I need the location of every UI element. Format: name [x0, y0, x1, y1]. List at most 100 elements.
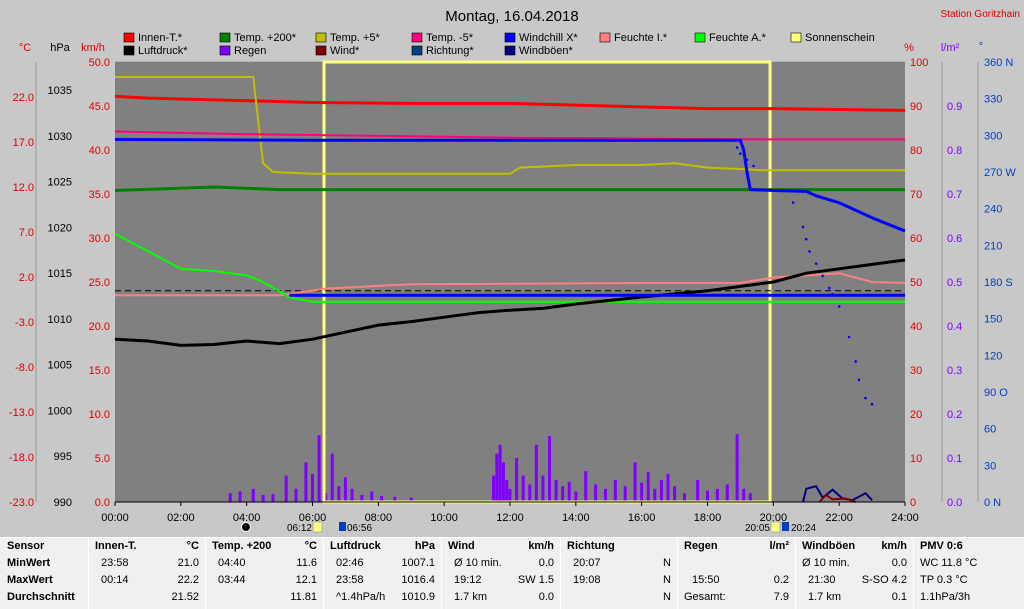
- pressure-axis-unit: hPa: [50, 42, 70, 54]
- pressure-tick-label: 995: [54, 451, 72, 463]
- legend-swatch: [219, 45, 231, 56]
- x-tick-label: 24:00: [891, 512, 919, 524]
- legend-label: Feuchte I.*: [614, 32, 668, 44]
- rain-bars: [228, 434, 752, 502]
- x-tick-label: 12:00: [496, 512, 524, 524]
- legend-swatch: [411, 32, 423, 43]
- sunset-time: 20:05: [745, 523, 770, 534]
- temp-axis-unit: °C: [19, 42, 31, 54]
- humidity-tick-label: 20: [910, 409, 922, 421]
- stats-innen-avg: 21.52: [171, 591, 199, 603]
- direction-tick-label: 90 O: [984, 387, 1008, 399]
- x-tick-label: 08:00: [365, 512, 393, 524]
- rain-bar: [515, 458, 519, 502]
- rain-axis-unit: l/m²: [941, 42, 960, 54]
- direction-dot: [857, 378, 861, 382]
- rain-bar: [659, 480, 663, 502]
- direction-tick-label: 60: [984, 424, 996, 436]
- temp-tick-label: 7.0: [19, 227, 34, 239]
- x-tick-label: 04:00: [233, 512, 261, 524]
- rain-bar: [706, 490, 709, 502]
- legend-swatch: [219, 32, 231, 43]
- rain-bar: [350, 488, 354, 502]
- stats-pmv-trend: 1.1hPa/3h: [920, 591, 971, 603]
- rain-bar: [633, 462, 637, 502]
- stats-sensor-title: Sensor: [7, 540, 45, 552]
- rain-bar: [337, 486, 341, 502]
- chart-title: Montag, 16.04.2018: [445, 8, 578, 25]
- stats-pmv: PMV 0:6 WC 11.8 °C TP 0.3 °C 1.1hPa/3h: [913, 538, 1024, 609]
- direction-dot: [745, 158, 749, 162]
- wind-tick-label: 40.0: [89, 145, 110, 157]
- pressure-tick-label: 1025: [48, 177, 72, 189]
- direction-dot: [864, 396, 867, 400]
- stats-innen-max: 22.2: [177, 574, 199, 586]
- pressure-tick-label: 1030: [48, 131, 72, 143]
- rain-bar: [735, 434, 739, 502]
- direction-dot: [827, 286, 831, 290]
- stats-max-label: MaxWert: [7, 574, 53, 586]
- humidity-tick-label: 80: [910, 145, 922, 157]
- rain-tick-label: 0.7: [947, 189, 962, 201]
- gust-line: [802, 485, 873, 503]
- rain-bar: [343, 477, 347, 502]
- rain-bar: [748, 493, 752, 502]
- sunrise-icon: [312, 521, 323, 533]
- rain-bar: [696, 480, 700, 502]
- rain-tick-label: 0.9: [947, 101, 962, 113]
- rain-bar: [521, 475, 525, 502]
- x-tick-label: 18:00: [694, 512, 722, 524]
- stats-richtung-r1-time: 20:07: [573, 557, 601, 569]
- legend-label: Temp. +5*: [330, 32, 381, 44]
- rain-bar: [603, 488, 607, 502]
- stats-regen-unit: l/m²: [769, 540, 789, 552]
- moonset-icon: [782, 522, 789, 531]
- rain-bar: [673, 486, 677, 502]
- rain-tick-label: 0.5: [947, 277, 962, 289]
- rain-bar: [304, 462, 308, 502]
- stats-wind-title: Wind: [448, 540, 475, 552]
- rain-bar: [317, 435, 321, 502]
- stats-temp200-min: 11.6: [296, 557, 317, 569]
- direction-tick-label: 270 W: [984, 167, 1016, 179]
- x-tick-label: 16:00: [628, 512, 656, 524]
- humidity-tick-label: 100: [910, 57, 928, 69]
- stats-luftdruck-min-time: 02:46: [336, 557, 364, 569]
- moonrise-icon: [339, 522, 346, 531]
- rain-bar: [294, 488, 298, 502]
- stats-wind-unit: km/h: [528, 540, 554, 552]
- wind-tick-label: 0.0: [95, 497, 110, 509]
- rain-bar: [284, 475, 288, 502]
- stats-luftdruck-avg: 1010.9: [401, 591, 435, 603]
- stats-innen-title: Innen-T.: [95, 540, 137, 552]
- rain-bar: [541, 475, 545, 502]
- direction-axis-unit: °: [979, 41, 983, 53]
- temp-tick-label: -23.0: [9, 497, 34, 509]
- x-tick-label: 14:00: [562, 512, 590, 524]
- rain-tick-label: 0.0: [947, 497, 962, 509]
- rain-tick-label: 0.6: [947, 233, 962, 245]
- x-tick-label: 00:00: [101, 512, 129, 524]
- rain-bar: [548, 436, 551, 502]
- rain-bar: [574, 491, 578, 502]
- rain-bar: [623, 486, 627, 502]
- temp-tick-label: -18.0: [9, 452, 34, 464]
- stats-wind-r2-value: SW 1.5: [517, 574, 554, 586]
- sunrise-time: 06:12: [287, 523, 312, 534]
- rain-bar: [725, 484, 729, 502]
- rain-bar: [501, 462, 505, 502]
- stats-regen-max-time: 15:50: [692, 574, 720, 586]
- stats-richtung: Richtung 20:07 N 19:08 N N: [560, 538, 677, 609]
- stats-boeen-r3-label: 1.7 km: [808, 591, 842, 603]
- legend-swatch: [504, 45, 516, 56]
- legend: Innen-T.* Temp. +200* Temp. +5* Temp. -5* Wi…: [123, 32, 875, 57]
- stats-wind-r2-label: 19:12: [454, 574, 482, 586]
- x-tick-label: 20:00: [760, 512, 788, 524]
- stats-innen-max-time: 00:14: [101, 574, 129, 586]
- pressure-tick-label: 1005: [48, 360, 72, 372]
- legend-swatch: [599, 32, 611, 43]
- wind-tick-label: 5.0: [95, 453, 110, 465]
- direction-dot: [870, 402, 874, 406]
- humidity-tick-label: 40: [910, 321, 922, 333]
- direction-tick-label: 180 S: [984, 277, 1013, 289]
